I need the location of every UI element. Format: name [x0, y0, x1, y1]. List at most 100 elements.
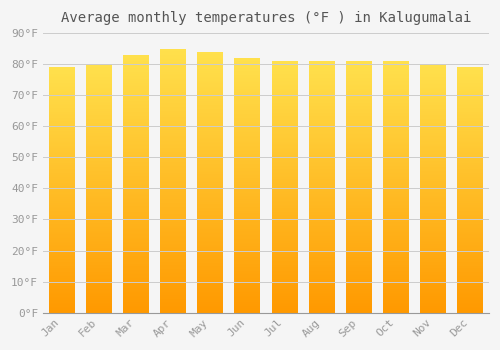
Bar — [234, 151, 260, 152]
Bar — [197, 138, 223, 139]
Bar — [234, 259, 260, 260]
Bar — [346, 105, 372, 106]
Bar — [234, 127, 260, 128]
Bar — [160, 74, 186, 75]
Bar — [458, 119, 483, 120]
Bar — [308, 255, 334, 256]
Bar — [86, 233, 112, 235]
Bar — [234, 263, 260, 264]
Bar — [160, 54, 186, 55]
Bar — [458, 284, 483, 286]
Bar — [160, 61, 186, 62]
Bar — [383, 90, 409, 91]
Bar — [272, 239, 297, 241]
Bar — [420, 135, 446, 136]
Bar — [420, 252, 446, 253]
Bar — [346, 243, 372, 245]
Bar — [86, 211, 112, 212]
Bar — [234, 160, 260, 161]
Bar — [383, 284, 409, 285]
Bar — [197, 90, 223, 91]
Bar — [458, 249, 483, 250]
Bar — [48, 265, 74, 266]
Bar — [383, 91, 409, 93]
Bar — [383, 104, 409, 105]
Bar — [234, 103, 260, 104]
Bar — [48, 141, 74, 142]
Bar — [308, 217, 334, 218]
Bar — [234, 188, 260, 189]
Bar — [308, 205, 334, 207]
Bar — [458, 208, 483, 210]
Bar — [458, 293, 483, 294]
Bar — [197, 293, 223, 294]
Bar — [234, 117, 260, 118]
Bar — [234, 211, 260, 212]
Bar — [123, 233, 149, 234]
Bar — [48, 295, 74, 297]
Bar — [383, 167, 409, 168]
Bar — [234, 153, 260, 155]
Bar — [48, 175, 74, 176]
Bar — [272, 296, 297, 297]
Bar — [458, 282, 483, 283]
Bar — [308, 63, 334, 65]
Bar — [420, 138, 446, 139]
Bar — [420, 276, 446, 278]
Bar — [458, 100, 483, 102]
Bar — [346, 103, 372, 104]
Bar — [458, 256, 483, 258]
Bar — [346, 165, 372, 167]
Bar — [48, 282, 74, 283]
Bar — [86, 66, 112, 68]
Bar — [458, 270, 483, 271]
Bar — [197, 62, 223, 64]
Bar — [48, 192, 74, 194]
Bar — [346, 67, 372, 69]
Bar — [48, 142, 74, 144]
Bar — [272, 119, 297, 120]
Bar — [197, 112, 223, 113]
Bar — [346, 233, 372, 235]
Bar — [197, 216, 223, 217]
Bar — [420, 294, 446, 295]
Bar — [308, 201, 334, 202]
Bar — [48, 267, 74, 268]
Bar — [458, 300, 483, 302]
Bar — [123, 256, 149, 257]
Bar — [123, 303, 149, 305]
Bar — [458, 223, 483, 224]
Bar — [346, 209, 372, 211]
Bar — [383, 99, 409, 100]
Bar — [308, 277, 334, 279]
Bar — [234, 232, 260, 234]
Bar — [383, 209, 409, 211]
Bar — [346, 260, 372, 261]
Bar — [123, 215, 149, 216]
Bar — [346, 119, 372, 120]
Bar — [197, 255, 223, 257]
Bar — [272, 96, 297, 98]
Bar — [197, 242, 223, 244]
Bar — [234, 296, 260, 297]
Bar — [458, 114, 483, 115]
Bar — [234, 81, 260, 82]
Bar — [123, 70, 149, 72]
Bar — [383, 70, 409, 71]
Bar — [420, 196, 446, 197]
Bar — [272, 252, 297, 253]
Bar — [123, 78, 149, 79]
Bar — [383, 74, 409, 75]
Bar — [308, 178, 334, 179]
Bar — [346, 286, 372, 287]
Bar — [234, 187, 260, 188]
Bar — [420, 130, 446, 131]
Bar — [123, 155, 149, 157]
Bar — [234, 278, 260, 280]
Bar — [160, 198, 186, 199]
Bar — [346, 212, 372, 213]
Bar — [234, 79, 260, 81]
Bar — [123, 296, 149, 297]
Bar — [420, 234, 446, 236]
Bar — [48, 108, 74, 109]
